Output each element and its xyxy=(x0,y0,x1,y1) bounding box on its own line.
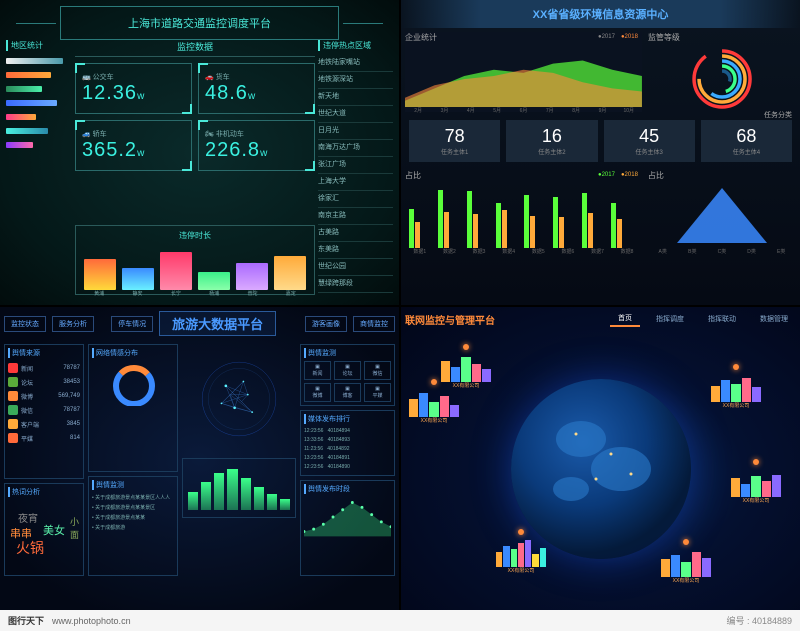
traffic-dashboard: 上海市道路交通监控调度平台 地区统计 监控数据 🚌 公交车12.36w🚗 货车4… xyxy=(0,0,399,305)
wordcloud-box: 热词分析 夜宵串串美女小面火锅 xyxy=(4,483,84,576)
ring-chart: 监管等级 xyxy=(648,32,796,112)
sources-title: 舆情来源 xyxy=(8,348,80,358)
violation-title: 违停时长 xyxy=(80,230,310,241)
globe-viz xyxy=(182,344,296,454)
wordcloud-title: 热词分析 xyxy=(8,487,80,497)
hotspot-title: 违停热点区域 xyxy=(318,40,393,51)
stats-row: 78任务主体116任务主体245任务主体368任务主体4 xyxy=(401,116,800,166)
company-chart: XX有限公司 xyxy=(711,372,761,412)
monitor-box: 舆情监测 ▣新闻▣论坛▣微信 ▣微博▣博客▣平媒 xyxy=(300,344,395,406)
company-chart: XX有限公司 xyxy=(409,387,459,427)
vbar-legend: ●2017●2018 xyxy=(592,172,638,178)
metric-card: 🏍 非机动车226.8w xyxy=(198,120,315,171)
violation-chart: 违停时长 黄浦静安长宁杨浦普陀嘉定 xyxy=(75,225,315,295)
metric-card: 🚌 公交车12.36w xyxy=(75,63,192,114)
nav-tab[interactable]: 游客画像 xyxy=(305,316,347,332)
nav-tab[interactable]: 指挥联动 xyxy=(700,312,744,326)
company-chart: XX有限公司 xyxy=(731,467,781,507)
media-rank-box: 媒体发布排行 12:23:56 4018489413:33:56 4018489… xyxy=(300,410,395,476)
monitor-icon[interactable]: ▣平媒 xyxy=(364,383,391,402)
monitor-icon[interactable]: ▣微信 xyxy=(364,361,391,380)
company-chart: XX有限公司 xyxy=(496,537,546,577)
top-nav: 监控状态 服务分析 停车情况 旅游大数据平台 游客画像 商情监控 xyxy=(0,307,399,340)
task-title: 任务分类 xyxy=(764,110,792,120)
panel1-title: 上海市道路交通监控调度平台 xyxy=(60,6,339,40)
grouped-bars: 占比 ●2017●2018 数据1数据2数据3数据4数据5数据6数据7数据8 xyxy=(405,170,642,260)
area-legend: ●2017●2018 xyxy=(592,34,638,40)
region-bars xyxy=(6,55,66,151)
tourism-dashboard: 监控状态 服务分析 停车情况 旅游大数据平台 游客画像 商情监控 舆情来源 新闻… xyxy=(0,307,399,612)
ring-title: 监管等级 xyxy=(648,32,796,43)
stat-card: 78任务主体1 xyxy=(409,120,500,162)
metric-card: 🚗 货车48.6w xyxy=(198,63,315,114)
trend-box: 舆情发布时段 xyxy=(300,480,395,576)
footer-id: 编号 : 40184889 xyxy=(726,614,792,627)
media-title: 媒体发布排行 xyxy=(304,414,391,424)
monitor-icon[interactable]: ▣新闻 xyxy=(304,361,331,380)
monitor-box-title: 舆情监测 xyxy=(304,348,391,358)
area-chart: 企业统计 ●2017●2018 2月3月4月5月6月7月8月9月10月 xyxy=(405,32,642,112)
company-chart: XX有限公司 xyxy=(661,547,711,587)
stat-card: 45任务主体3 xyxy=(604,120,695,162)
nav-tab[interactable]: 停车情况 xyxy=(111,316,153,332)
panel2-title: XX省省级环境信息资源中心 xyxy=(401,0,800,28)
stat-card: 68任务主体4 xyxy=(701,120,792,162)
nav-tab[interactable]: 监控状态 xyxy=(4,316,46,332)
footer: 图行天下 www.photophoto.cn 编号 : 40184889 xyxy=(0,610,800,631)
top-nav: 联网监控与管理平台 首页 指挥调度 指挥联动 数据管理 xyxy=(401,307,800,331)
footer-logo: 图行天下 xyxy=(8,614,44,627)
footer-url: www.photophoto.cn xyxy=(52,616,131,626)
environment-dashboard: XX省省级环境信息资源中心 企业统计 ●2017●2018 2月3月4月5月6月… xyxy=(401,0,800,305)
hotspot-box: 舆情监测 • 关于成都旅游景点某某景区人人人• 关于成都旅游景点某某景区• 关于… xyxy=(88,476,178,576)
sources-box: 舆情来源 新闻78787论坛38453微博569,749微信78787客户端38… xyxy=(4,344,84,479)
nav-tab[interactable]: 指挥调度 xyxy=(648,312,692,326)
network-dashboard: 联网监控与管理平台 首页 指挥调度 指挥联动 数据管理 XX有限公司XX有限公司… xyxy=(401,307,800,612)
trend-title: 舆情发布时段 xyxy=(304,484,391,494)
hotspot-list: 地铁陆家嘴站地铁源深站新天地世纪大道日月光南海万达广场张江广场上海大学徐家汇南京… xyxy=(318,55,393,293)
nav-tab[interactable]: 服务分析 xyxy=(52,316,94,332)
green-bars-box xyxy=(182,458,296,518)
distribution-box: 网络情感分布 xyxy=(88,344,178,472)
nav-tab[interactable]: 商情监控 xyxy=(353,316,395,332)
metric-card: 🚙 轿车365.2w xyxy=(75,120,192,171)
stat-card: 16任务主体2 xyxy=(506,120,597,162)
dist-title: 网络情感分布 xyxy=(92,348,174,358)
earth-globe xyxy=(511,379,691,559)
tri-title: 占比 xyxy=(648,170,796,181)
company-chart: XX有限公司 xyxy=(441,352,491,392)
metrics-grid: 🚌 公交车12.36w🚗 货车48.6w🚙 轿车365.2w🏍 非机动车226.… xyxy=(75,63,315,171)
monitor-icon[interactable]: ▣博客 xyxy=(334,383,361,402)
hotspot-title: 舆情监测 xyxy=(92,480,174,490)
monitor-title: 监控数据 xyxy=(75,40,315,57)
nav-tab[interactable]: 数据管理 xyxy=(752,312,796,326)
nav-tab[interactable]: 首页 xyxy=(610,311,640,327)
panel3-title: 旅游大数据平台 xyxy=(159,311,276,336)
monitor-icon[interactable]: ▣微博 xyxy=(304,383,331,402)
triangle-chart: 占比 A类B类C类D类E类 xyxy=(648,170,796,260)
panel4-title: 联网监控与管理平台 xyxy=(405,312,495,327)
region-stats-title: 地区统计 xyxy=(6,40,66,51)
monitor-icon[interactable]: ▣论坛 xyxy=(334,361,361,380)
